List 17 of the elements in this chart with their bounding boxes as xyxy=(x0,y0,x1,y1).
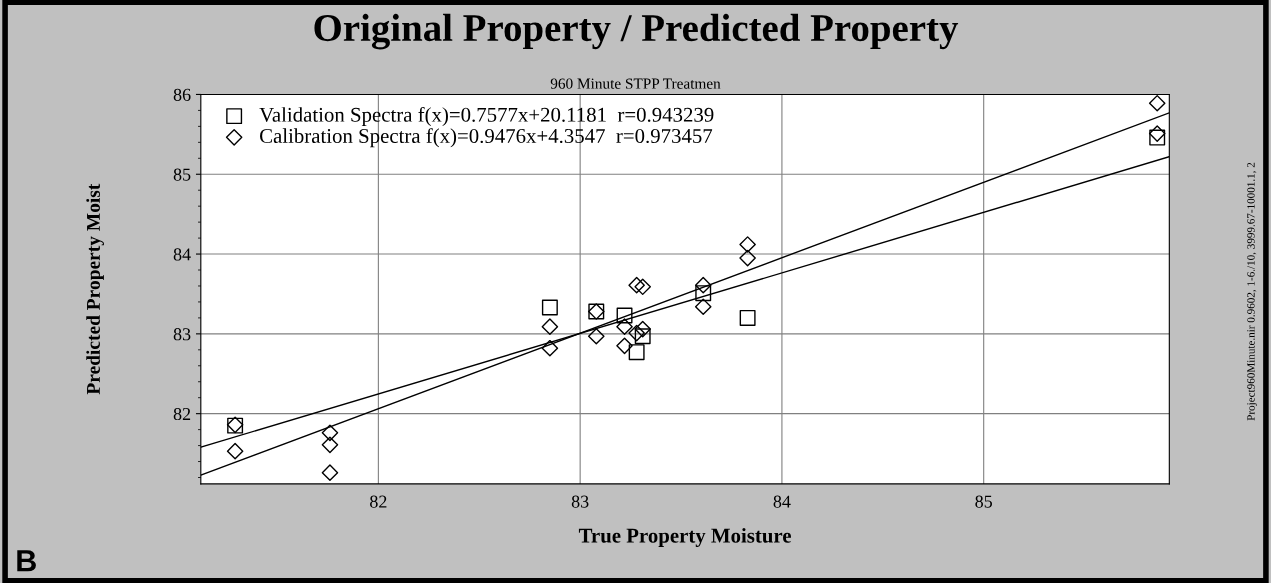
text: Project960Minute.nir 0.9602, 1-6./10, 3999.67-10001.1, 2 xyxy=(1247,162,1257,421)
y-tick-label: 84 xyxy=(173,248,191,261)
x-tick-label: 83 xyxy=(571,495,589,508)
chart-subtitle: 960 Minute STPP Treatmen xyxy=(550,78,721,89)
legend-label: Calibration Spectra f(x)=0.9476x+4.3547 r=0.973457 xyxy=(260,128,713,148)
y-tick-label: 85 xyxy=(173,168,191,181)
y-tick-label: 82 xyxy=(173,407,191,421)
x-tick-label: 85 xyxy=(975,495,993,508)
text: B xyxy=(17,550,36,572)
y-tick-label: 86 xyxy=(173,88,191,101)
legend-label: Validation Spectra f(x)=0.7577x+20.1181 r=0.943239 xyxy=(259,106,714,127)
y-tick-label: 83 xyxy=(173,328,191,341)
x-tick-label: 82 xyxy=(370,495,387,508)
x-axis-title: True Property Moisture xyxy=(578,528,791,547)
x-tick-label: 84 xyxy=(773,495,791,508)
y-axis-title: Predicted Property Moist xyxy=(86,183,104,395)
chart-title: Original Property / Predicted Property xyxy=(314,13,959,50)
